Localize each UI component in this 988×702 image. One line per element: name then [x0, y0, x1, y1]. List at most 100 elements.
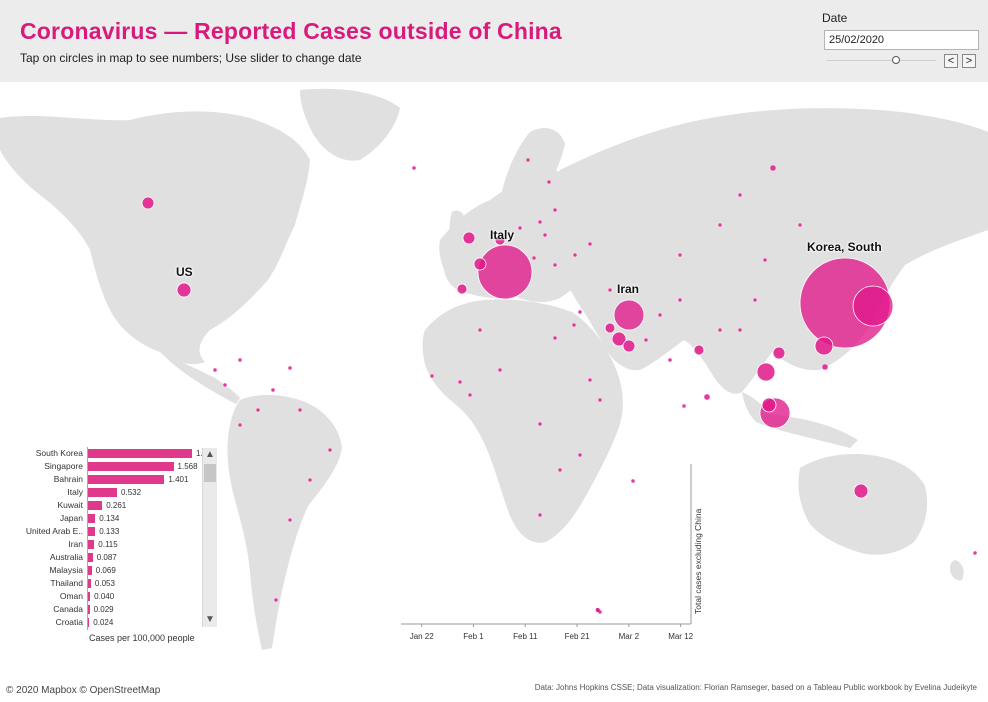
bar[interactable]: [88, 501, 103, 510]
bar-row[interactable]: Japan 0.134: [19, 512, 209, 525]
date-slider-track[interactable]: [826, 60, 936, 61]
case-circle[interactable]: [577, 309, 583, 315]
case-circle[interactable]: [462, 231, 476, 245]
case-circle[interactable]: [772, 346, 786, 360]
case-circle[interactable]: [537, 219, 543, 225]
case-circle[interactable]: [572, 252, 578, 258]
case-circle[interactable]: [604, 322, 616, 334]
case-circle[interactable]: [237, 422, 243, 428]
bar-row[interactable]: Australia 0.087: [19, 551, 209, 564]
bar-chart-scrollbar[interactable]: ▲ ▼: [202, 448, 217, 627]
bar-row[interactable]: South Korea1.907: [19, 447, 216, 460]
case-circle[interactable]: [667, 357, 673, 363]
bar-row[interactable]: Croatia 0.024: [19, 616, 209, 629]
scroll-up-icon[interactable]: ▲: [205, 449, 215, 460]
case-circle[interactable]: [552, 207, 558, 213]
date-input[interactable]: 25/02/2020: [824, 30, 979, 50]
case-circle[interactable]: [212, 367, 218, 373]
case-circle[interactable]: [537, 421, 543, 427]
bar-row[interactable]: Italy 0.532: [19, 486, 209, 499]
case-circle[interactable]: [630, 478, 636, 484]
bar[interactable]: [88, 488, 118, 497]
case-circle[interactable]: [222, 382, 228, 388]
case-circle[interactable]: [537, 512, 543, 518]
bar[interactable]: [88, 449, 193, 458]
bar[interactable]: [88, 592, 91, 601]
bar[interactable]: [88, 462, 174, 471]
case-circle[interactable]: [287, 365, 293, 371]
case-circle[interactable]: [307, 477, 313, 483]
case-circle[interactable]: [457, 379, 463, 385]
case-circle[interactable]: [273, 597, 279, 603]
case-circle[interactable]: [769, 164, 777, 172]
bar-row[interactable]: Malaysia 0.069: [19, 564, 209, 577]
case-circle[interactable]: [761, 397, 777, 413]
case-circle[interactable]: [681, 403, 687, 409]
case-circle[interactable]: [571, 322, 577, 328]
case-circle[interactable]: [703, 393, 711, 401]
case-circle[interactable]: [473, 257, 487, 271]
date-slider-thumb[interactable]: [892, 56, 901, 64]
case-circle[interactable]: [643, 337, 649, 343]
case-circle[interactable]: [677, 297, 683, 303]
case-circle[interactable]: [270, 387, 276, 393]
case-circle[interactable]: [853, 483, 869, 499]
case-circles[interactable]: [141, 157, 978, 615]
case-circle[interactable]: [972, 550, 978, 556]
case-circle[interactable]: [546, 179, 552, 185]
case-circle[interactable]: [477, 327, 483, 333]
bar-row[interactable]: Thailand 0.053: [19, 577, 209, 590]
case-circle[interactable]: [693, 344, 705, 356]
case-circle[interactable]: [852, 285, 894, 327]
case-circle[interactable]: [494, 234, 506, 246]
case-circle[interactable]: [737, 192, 743, 198]
case-circle[interactable]: [176, 282, 192, 298]
case-circle[interactable]: [141, 196, 155, 210]
case-circle[interactable]: [429, 373, 435, 379]
case-circle[interactable]: [756, 362, 776, 382]
case-circle[interactable]: [657, 312, 663, 318]
case-circle[interactable]: [467, 392, 473, 398]
case-circle[interactable]: [327, 447, 333, 453]
case-circle[interactable]: [497, 367, 503, 373]
bar[interactable]: [88, 553, 93, 562]
case-circle[interactable]: [597, 397, 603, 403]
case-circle[interactable]: [287, 517, 293, 523]
bar-row[interactable]: Canada 0.029: [19, 603, 209, 616]
bar-row[interactable]: Iran 0.115: [19, 538, 209, 551]
bar-row[interactable]: Bahrain 1.401: [19, 473, 209, 486]
case-circle[interactable]: [557, 467, 563, 473]
case-circle[interactable]: [821, 363, 829, 371]
case-circle[interactable]: [587, 377, 593, 383]
case-circle[interactable]: [517, 225, 523, 231]
bar[interactable]: [88, 618, 90, 627]
case-circle[interactable]: [677, 252, 683, 258]
case-circle[interactable]: [552, 335, 558, 341]
bar-row[interactable]: Kuwait 0.261: [19, 499, 209, 512]
case-circle[interactable]: [587, 241, 593, 247]
timeseries-point[interactable]: [595, 608, 600, 612]
case-circle[interactable]: [613, 299, 645, 331]
case-circle[interactable]: [237, 357, 243, 363]
bar-row[interactable]: Oman 0.040: [19, 590, 209, 603]
bar[interactable]: [88, 579, 91, 588]
case-circle[interactable]: [737, 327, 743, 333]
case-circle[interactable]: [531, 255, 537, 261]
case-circle[interactable]: [717, 222, 723, 228]
case-circle[interactable]: [814, 336, 834, 356]
case-circle[interactable]: [542, 232, 548, 238]
bar-row[interactable]: Singapore 1.568: [19, 460, 209, 473]
bar[interactable]: [88, 514, 96, 523]
case-circle[interactable]: [411, 165, 417, 171]
case-circle[interactable]: [456, 283, 468, 295]
bar[interactable]: [88, 605, 90, 614]
bar[interactable]: [88, 566, 92, 575]
case-circle[interactable]: [297, 407, 303, 413]
case-circle[interactable]: [552, 262, 558, 268]
bar[interactable]: [88, 475, 165, 484]
case-circle[interactable]: [477, 244, 533, 300]
bar[interactable]: [88, 540, 95, 549]
case-circle[interactable]: [797, 222, 803, 228]
case-circle[interactable]: [611, 331, 627, 347]
